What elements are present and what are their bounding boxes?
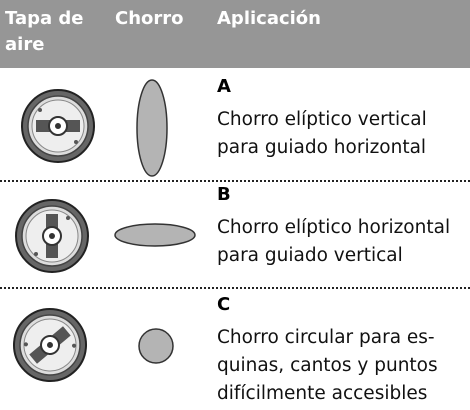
nozzle-icon bbox=[21, 89, 95, 163]
row-letter: C bbox=[217, 294, 231, 315]
row-letter: B bbox=[217, 184, 231, 205]
spray-shape bbox=[136, 79, 168, 177]
spray-shape bbox=[114, 223, 196, 247]
row-description: quinas, cantos y puntos bbox=[217, 355, 438, 376]
row-separator bbox=[0, 287, 470, 289]
spray-shape bbox=[138, 328, 174, 364]
nozzle-icon bbox=[0, 293, 102, 397]
row-description: Chorro elíptico vertical bbox=[217, 109, 427, 130]
row-description: Chorro elíptico horizontal bbox=[217, 217, 451, 238]
nozzle-icon bbox=[15, 199, 89, 273]
header-cell: Aplicación bbox=[217, 8, 321, 29]
row-description: para guiado vertical bbox=[217, 245, 403, 266]
row-separator bbox=[0, 180, 470, 182]
header-cell: Tapa de aire bbox=[5, 8, 84, 55]
table-header: Tapa de aire Chorro Aplicación bbox=[0, 0, 470, 68]
row-description: para guiado horizontal bbox=[217, 137, 427, 158]
row-letter: A bbox=[217, 76, 231, 97]
row-description: Chorro circular para es- bbox=[217, 327, 435, 348]
header-cell: Chorro bbox=[115, 8, 184, 29]
row-description: difícilmente accesibles bbox=[217, 383, 428, 404]
